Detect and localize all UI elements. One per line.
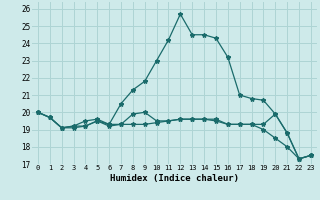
X-axis label: Humidex (Indice chaleur): Humidex (Indice chaleur)	[110, 174, 239, 183]
